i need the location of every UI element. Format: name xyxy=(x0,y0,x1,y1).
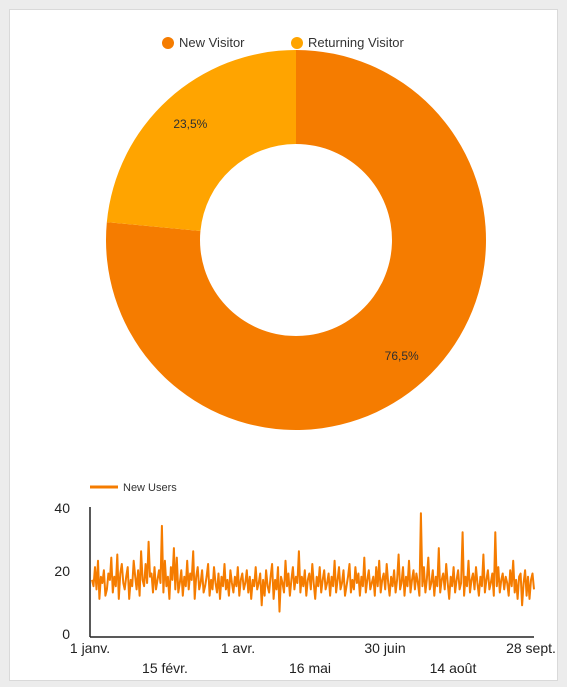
chart-card: New Visitor Returning Visitor 76,5% 23,5… xyxy=(9,9,558,681)
slice-new-visitor[interactable] xyxy=(105,50,486,430)
donut-legend: New Visitor Returning Visitor xyxy=(162,35,405,50)
legend-swatch-new-visitor[interactable] xyxy=(162,37,174,49)
slice-returning-visitor[interactable] xyxy=(106,50,296,231)
slice-label-returning-visitor: 23,5% xyxy=(173,117,207,131)
y-tick-label: 20 xyxy=(54,563,70,579)
x-tick-label: 15 févr. xyxy=(142,660,188,676)
chart-canvas: New Visitor Returning Visitor 76,5% 23,5… xyxy=(54,35,556,676)
line-legend: New Users xyxy=(90,482,177,494)
x-tick-label: 28 sept. xyxy=(506,640,556,656)
x-tick-label: 1 avr. xyxy=(221,640,255,656)
legend-label-new-users[interactable]: New Users xyxy=(123,482,177,494)
x-tick-label: 30 juin xyxy=(364,640,405,656)
x-tick-label: 16 mai xyxy=(289,660,331,676)
x-tick-label: 14 août xyxy=(430,660,477,676)
y-tick-label: 40 xyxy=(54,500,70,516)
y-tick-label: 0 xyxy=(62,626,70,642)
x-tick-label: 1 janv. xyxy=(70,640,110,656)
legend-label-returning-visitor[interactable]: Returning Visitor xyxy=(308,35,405,50)
slice-label-new-visitor: 76,5% xyxy=(385,349,419,363)
donut-slices xyxy=(105,50,486,430)
legend-swatch-returning-visitor[interactable] xyxy=(291,37,303,49)
series-line-new-users[interactable] xyxy=(91,512,535,613)
legend-label-new-visitor[interactable]: New Visitor xyxy=(179,35,245,50)
